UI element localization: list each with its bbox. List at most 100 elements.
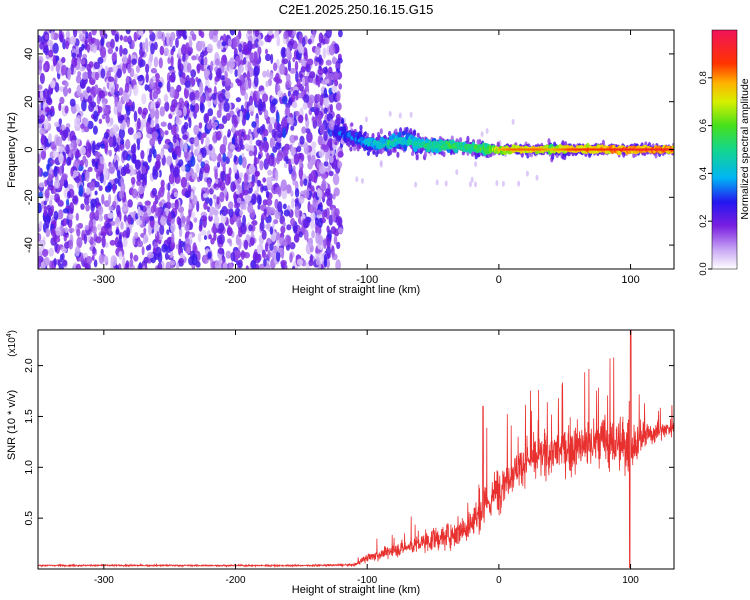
spectrogram-noise-blob	[292, 165, 296, 172]
spectrogram-noise-blob	[211, 93, 217, 101]
spectrogram-signal-blob	[342, 126, 347, 133]
spectrogram-noise-blob	[283, 30, 289, 40]
spectrogram-noise-blob	[216, 109, 222, 119]
spectrogram-noise-blob	[234, 173, 240, 180]
spectrogram-noise-blob	[234, 207, 241, 217]
spectrogram-noise-blob	[115, 159, 119, 171]
spectrogram-noise-blob	[268, 154, 275, 167]
spectrogram-noise-blob	[38, 191, 44, 199]
spectrogram-noise-blob	[177, 58, 182, 71]
spectrogram-noise-blob	[203, 56, 208, 66]
spectrogram-noise-blob	[318, 54, 323, 65]
spectrogram-noise-blob	[117, 100, 123, 112]
spectrogram-noise-blob	[188, 39, 193, 48]
spectrogram-noise-blob	[137, 106, 143, 115]
spectrogram-noise-blob	[251, 193, 257, 205]
spectrogram-noise-blob	[190, 155, 196, 167]
spectrogram-noise-blob	[234, 203, 238, 209]
spectrogram-noise-blob	[198, 122, 203, 129]
x-tick-label: -200	[226, 575, 246, 586]
spectrogram-noise-blob	[200, 95, 205, 103]
spectrogram-noise-blob	[317, 76, 321, 88]
spectrogram-halo-blob	[396, 151, 400, 158]
spectrogram-noise-blob	[398, 112, 402, 119]
spectrogram-noise-blob	[301, 76, 305, 87]
spectrogram-noise-blob	[167, 213, 172, 223]
spectrogram-noise-blob	[58, 102, 62, 112]
spectrogram-noise-blob	[133, 254, 139, 262]
spectrogram-noise-blob	[184, 163, 191, 173]
spectrogram-noise-blob	[126, 227, 131, 238]
spectrogram-noise-blob	[43, 205, 48, 217]
spectrogram-noise-blob	[301, 36, 306, 48]
spectrogram-noise-blob	[326, 141, 333, 148]
spectrogram-noise-blob	[250, 259, 257, 269]
spectrogram-noise-blob	[309, 71, 316, 79]
spectrogram-noise-blob	[149, 215, 155, 221]
spectrogram-noise-blob	[134, 33, 138, 42]
spectrogram-noise-blob	[186, 102, 190, 109]
spectrogram-noise-blob	[101, 194, 105, 205]
spectrogram-noise-blob	[276, 122, 281, 134]
spectrogram-noise-blob	[199, 81, 204, 94]
spectrogram-noise-blob	[155, 159, 161, 170]
spectrogram-noise-blob	[239, 172, 244, 179]
spectrogram-noise-blob	[145, 72, 149, 84]
spectrogram-noise-blob	[217, 247, 224, 255]
spectrogram-noise-blob	[216, 68, 222, 79]
spectrogram-noise-blob	[247, 61, 252, 71]
spectrogram-noise-blob	[42, 171, 49, 177]
spectrogram-noise-blob	[40, 114, 45, 123]
spectrogram-noise-blob	[59, 96, 65, 105]
spectrogram-noise-blob	[58, 152, 64, 164]
spectrogram-noise-blob	[251, 121, 257, 128]
spectrogram-noise-blob	[188, 117, 192, 129]
spectrogram-noise-blob	[336, 90, 341, 102]
colorbar-tick-label: 0.8	[698, 71, 709, 84]
spectrogram-noise-blob	[276, 111, 280, 124]
spectrogram-noise-blob	[99, 155, 105, 165]
spectrogram-noise-blob	[243, 252, 250, 259]
spectrogram-noise-blob	[81, 43, 85, 51]
spectrogram-noise-blob	[82, 155, 87, 164]
spectrogram-noise-blob	[248, 182, 252, 189]
spectrogram-noise-blob	[138, 30, 143, 36]
spectrogram-noise-blob	[134, 231, 139, 239]
y-tick-label: 2.0	[23, 358, 35, 373]
spectrogram-noise-blob	[272, 62, 278, 72]
spectrogram-halo-blob	[341, 119, 345, 125]
spectrogram-noise-blob	[200, 230, 207, 236]
spectrogram-noise-blob	[69, 36, 77, 45]
spectrogram-noise-blob	[189, 91, 196, 102]
spectrogram-noise-blob	[218, 93, 224, 103]
spectrogram-noise-blob	[38, 182, 46, 188]
spectrogram-noise-blob	[317, 135, 324, 146]
spectrogram-noise-blob	[163, 144, 170, 150]
spectrogram-noise-blob	[142, 41, 146, 52]
spectrogram-noise-blob	[44, 34, 49, 40]
spectrogram-noise-blob	[47, 114, 52, 122]
spectrogram-noise-blob	[38, 246, 43, 258]
spectrogram-noise-blob	[289, 67, 296, 74]
spectrogram-noise-blob	[87, 120, 94, 130]
spectrogram-noise-blob	[222, 262, 228, 269]
spectrogram-noise-blob	[388, 110, 392, 117]
spectrogram-noise-blob	[55, 136, 63, 147]
spectrogram-noise-blob	[122, 48, 128, 56]
spectrogram-noise-blob	[112, 200, 117, 210]
spectrogram-noise-blob	[248, 224, 253, 232]
spectrogram-noise-blob	[93, 61, 101, 70]
spectrogram-noise-blob	[316, 187, 321, 198]
spectrogram-noise-blob	[294, 206, 300, 218]
spectrogram-noise-blob	[187, 246, 191, 254]
spectrogram-noise-blob	[287, 30, 292, 37]
spectrogram-noise-blob	[333, 71, 339, 79]
spectrogram-noise-blob	[43, 88, 50, 100]
spectrogram-noise-blob	[43, 257, 50, 267]
spectrogram-noise-blob	[196, 63, 201, 74]
spectrogram-noise-blob	[308, 94, 315, 104]
spectrogram-noise-blob	[136, 170, 142, 182]
spectrogram-noise-blob	[224, 70, 228, 80]
spectrogram-noise-blob	[281, 116, 288, 128]
spectrogram-noise-blob	[211, 225, 217, 234]
